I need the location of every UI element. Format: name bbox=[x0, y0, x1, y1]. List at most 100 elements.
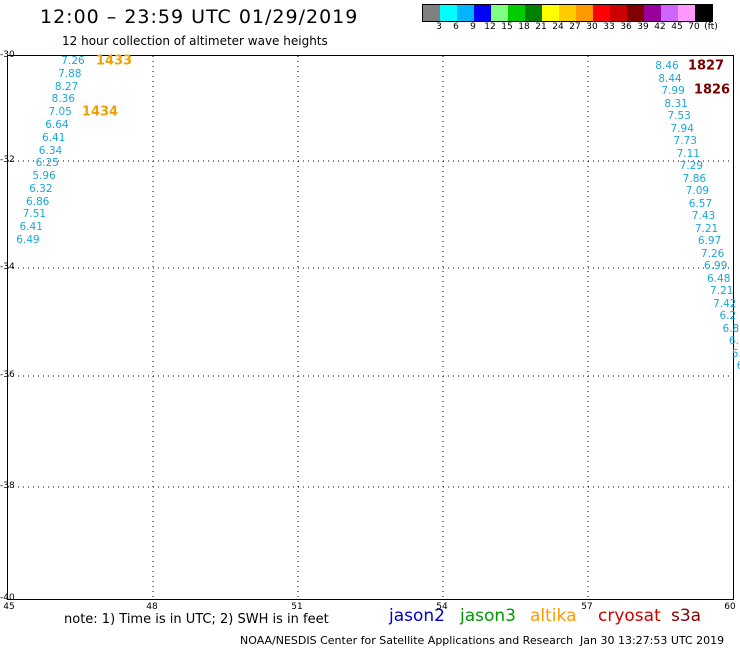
longitude-tick-label: 45 bbox=[3, 602, 15, 612]
color-scale-label: 21 bbox=[535, 22, 547, 32]
wave-height-value: 8.27 bbox=[54, 80, 79, 93]
color-swatch bbox=[440, 5, 457, 21]
color-scale-label: 9 bbox=[470, 22, 476, 32]
wave-height-value: 6. bbox=[728, 335, 739, 347]
wave-height-value: 7.21 bbox=[694, 222, 719, 235]
color-swatch bbox=[695, 5, 712, 21]
color-scale-label: 3 bbox=[436, 22, 442, 32]
wave-height-value: 6 bbox=[737, 360, 740, 372]
longitude-tick-label: 51 bbox=[291, 602, 303, 612]
wave-height-value: 6.49 bbox=[16, 234, 40, 246]
wave-height-value: 6.48 bbox=[707, 272, 731, 285]
color-swatch bbox=[474, 5, 491, 21]
footer-timestamp: Jan 30 13:27:53 UTC 2019 bbox=[580, 634, 725, 647]
longitude-tick-label: 60 bbox=[724, 602, 736, 612]
color-swatch bbox=[423, 5, 440, 21]
color-scale-label: 27 bbox=[569, 22, 581, 32]
wave-height-value: 6.99 bbox=[703, 260, 728, 272]
latitude-tick-label: -40 bbox=[0, 593, 15, 603]
page-subtitle: 12 hour collection of altimeter wave hei… bbox=[62, 34, 328, 48]
map-grid bbox=[8, 56, 733, 599]
latitude-tick-label: -32 bbox=[0, 155, 15, 165]
color-scale-label: 45 bbox=[671, 22, 683, 32]
wave-height-value: 6.25 bbox=[35, 157, 59, 170]
satellite-legend-item: jason2 bbox=[389, 606, 445, 626]
color-swatch bbox=[678, 5, 695, 21]
wave-height-value: 6.32 bbox=[29, 182, 53, 195]
wave-height-value: 7.53 bbox=[667, 110, 691, 122]
map-plot-area bbox=[7, 55, 734, 600]
wave-height-value: 6.97 bbox=[697, 235, 722, 247]
color-swatch bbox=[627, 5, 644, 21]
latitude-tick-label: -36 bbox=[0, 370, 15, 380]
color-swatch bbox=[491, 5, 508, 21]
wave-height-value: 6.86 bbox=[25, 195, 50, 208]
wave-height-value: 7.05 bbox=[48, 106, 72, 119]
color-scale-label: 36 bbox=[620, 22, 632, 32]
longitude-tick-label: 48 bbox=[146, 602, 158, 612]
wave-height-value: 7.86 bbox=[682, 172, 707, 185]
latitude-tick-label: -34 bbox=[0, 262, 15, 272]
color-swatch bbox=[542, 5, 559, 21]
color-swatch bbox=[610, 5, 627, 21]
wave-height-value: 7.42 bbox=[713, 297, 737, 310]
wave-height-value: 6.8 bbox=[722, 322, 740, 335]
color-swatch bbox=[508, 5, 525, 21]
pass-time-label: 1827 bbox=[687, 58, 725, 74]
pass-time-label: 1826 bbox=[693, 82, 731, 98]
color-scale-label: 30 bbox=[586, 22, 598, 32]
latitude-tick-label: -30 bbox=[0, 50, 15, 60]
footer-credit: NOAA/NESDIS Center for Satellite Applica… bbox=[240, 634, 574, 647]
longitude-tick-label: 57 bbox=[581, 602, 593, 612]
wave-height-value: 6.64 bbox=[45, 118, 69, 131]
footer-note: note: 1) Time is in UTC; 2) SWH is in fe… bbox=[64, 612, 329, 627]
wave-height-value: 6.2 bbox=[719, 310, 737, 322]
color-scale-label: 15 bbox=[501, 22, 513, 32]
color-swatch bbox=[644, 5, 661, 21]
wave-height-value: 6.41 bbox=[42, 131, 66, 144]
color-swatch bbox=[559, 5, 576, 21]
color-scale-label: 24 bbox=[552, 22, 564, 32]
satellite-legend-item: cryosat bbox=[598, 606, 661, 626]
wave-height-value: 8.36 bbox=[51, 93, 76, 106]
wave-height-value: 7.26 bbox=[61, 55, 85, 67]
wave-height-value: 6.34 bbox=[38, 144, 63, 157]
color-swatch bbox=[661, 5, 678, 21]
color-scale-label: 6 bbox=[453, 22, 459, 32]
pass-time-label: 1434 bbox=[81, 104, 119, 120]
color-scale-label: 70 bbox=[688, 22, 700, 32]
wave-height-value: 7.73 bbox=[673, 135, 697, 147]
color-scale-label: 18 bbox=[518, 22, 530, 32]
wave-height-value: 5. bbox=[731, 347, 740, 360]
color-swatch bbox=[576, 5, 593, 21]
color-swatch bbox=[457, 5, 474, 21]
page-title: 12:00 – 23:59 UTC 01/29/2019 bbox=[40, 6, 359, 28]
color-scale-label: (ft) bbox=[704, 22, 718, 32]
satellite-legend-item: altika bbox=[530, 606, 577, 626]
wave-height-value: 8.31 bbox=[664, 97, 688, 110]
color-swatch bbox=[525, 5, 542, 21]
wave-height-value: 8.46 bbox=[655, 60, 679, 72]
color-scale-label: 42 bbox=[654, 22, 666, 32]
wave-height-value: 7.09 bbox=[685, 185, 710, 197]
color-scale-label: 33 bbox=[603, 22, 615, 32]
wave-height-value: 8.44 bbox=[658, 72, 682, 85]
wave-height-value: 7.21 bbox=[710, 285, 734, 297]
color-swatch bbox=[593, 5, 610, 21]
wave-height-value: 6.57 bbox=[688, 197, 713, 210]
satellite-legend-item: s3a bbox=[671, 606, 702, 626]
wave-height-value: 7.29 bbox=[679, 160, 704, 172]
wave-height-value: 7.51 bbox=[22, 208, 47, 221]
wave-height-value: 6.41 bbox=[19, 221, 43, 234]
wave-height-value: 7.43 bbox=[691, 210, 716, 222]
latitude-tick-label: -38 bbox=[0, 481, 15, 491]
wave-height-value: 7.26 bbox=[700, 247, 725, 260]
wave-height-value: 7.88 bbox=[58, 67, 82, 80]
color-scale-label: 39 bbox=[637, 22, 649, 32]
wave-height-value: 7.11 bbox=[676, 147, 700, 160]
satellite-legend-item: jason3 bbox=[460, 606, 516, 626]
color-scale-label: 12 bbox=[484, 22, 496, 32]
wave-height-value: 5.96 bbox=[32, 170, 56, 183]
wave-height-value: 7.94 bbox=[670, 122, 694, 135]
pass-time-label: 1433 bbox=[95, 53, 133, 69]
